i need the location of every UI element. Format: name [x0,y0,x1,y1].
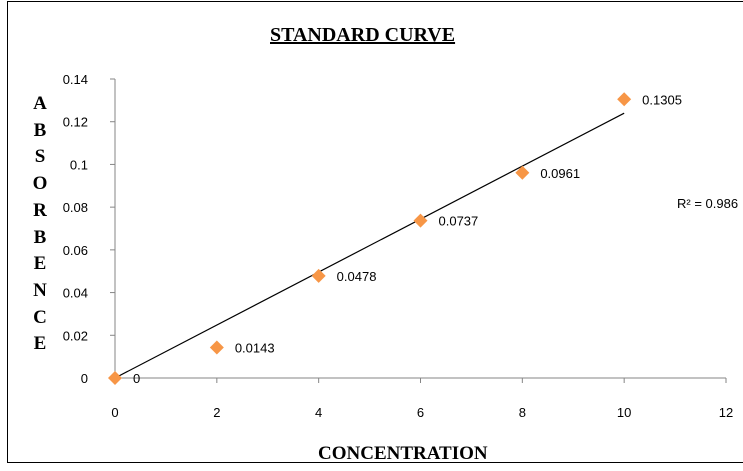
y-tick-label: 0.08 [63,200,88,215]
x-tick-label: 2 [213,405,220,420]
y-axis-label-letter: R [33,199,47,221]
x-tick-label: 4 [315,405,322,420]
y-axis-label-letter: C [33,306,47,328]
data-point [108,371,122,385]
data-label: 0.0478 [337,269,377,284]
x-axis-label: CONCENTRATION [318,443,488,464]
data-point [413,213,428,228]
chart-frame [7,1,743,463]
data-point [209,340,224,355]
y-tick-label: 0.04 [63,286,88,301]
chart-title: STANDARD CURVE [270,24,456,46]
x-tick-label: 12 [719,405,733,420]
data-label: 0.0143 [235,340,275,355]
y-tick-label: 0.06 [63,243,88,258]
data-label: 0.0737 [439,214,479,229]
y-axis-label-letter: O [32,173,48,195]
x-tick-label: 8 [519,405,526,420]
y-axis-label-letter: E [33,253,47,275]
x-tick-label: 0 [111,405,118,420]
y-tick-label: 0.1 [70,157,88,172]
data-point [311,268,326,283]
data-label: 0.1305 [642,92,682,107]
r-squared-label: R² = 0.986 [677,196,738,211]
y-tick-label: 0.14 [63,72,88,87]
x-tick-label: 6 [417,405,424,420]
y-axis-label-letter: E [33,333,47,355]
y-axis-label-letter: N [33,279,47,301]
y-axis-label-letter: B [33,226,47,248]
data-label: 0.0961 [540,166,580,181]
data-point [515,165,530,180]
y-axis-label-letter: A [33,93,47,114]
data-label: 0 [133,371,140,386]
y-tick-label: 0.12 [63,115,88,130]
y-axis-label-letter: S [34,146,46,168]
y-tick-label: 0.02 [63,328,88,343]
y-tick-label: 0 [81,371,88,386]
trendline [114,112,625,379]
y-axis-label-letter: B [33,119,47,141]
data-point [617,92,632,107]
x-tick-label: 10 [617,405,631,420]
